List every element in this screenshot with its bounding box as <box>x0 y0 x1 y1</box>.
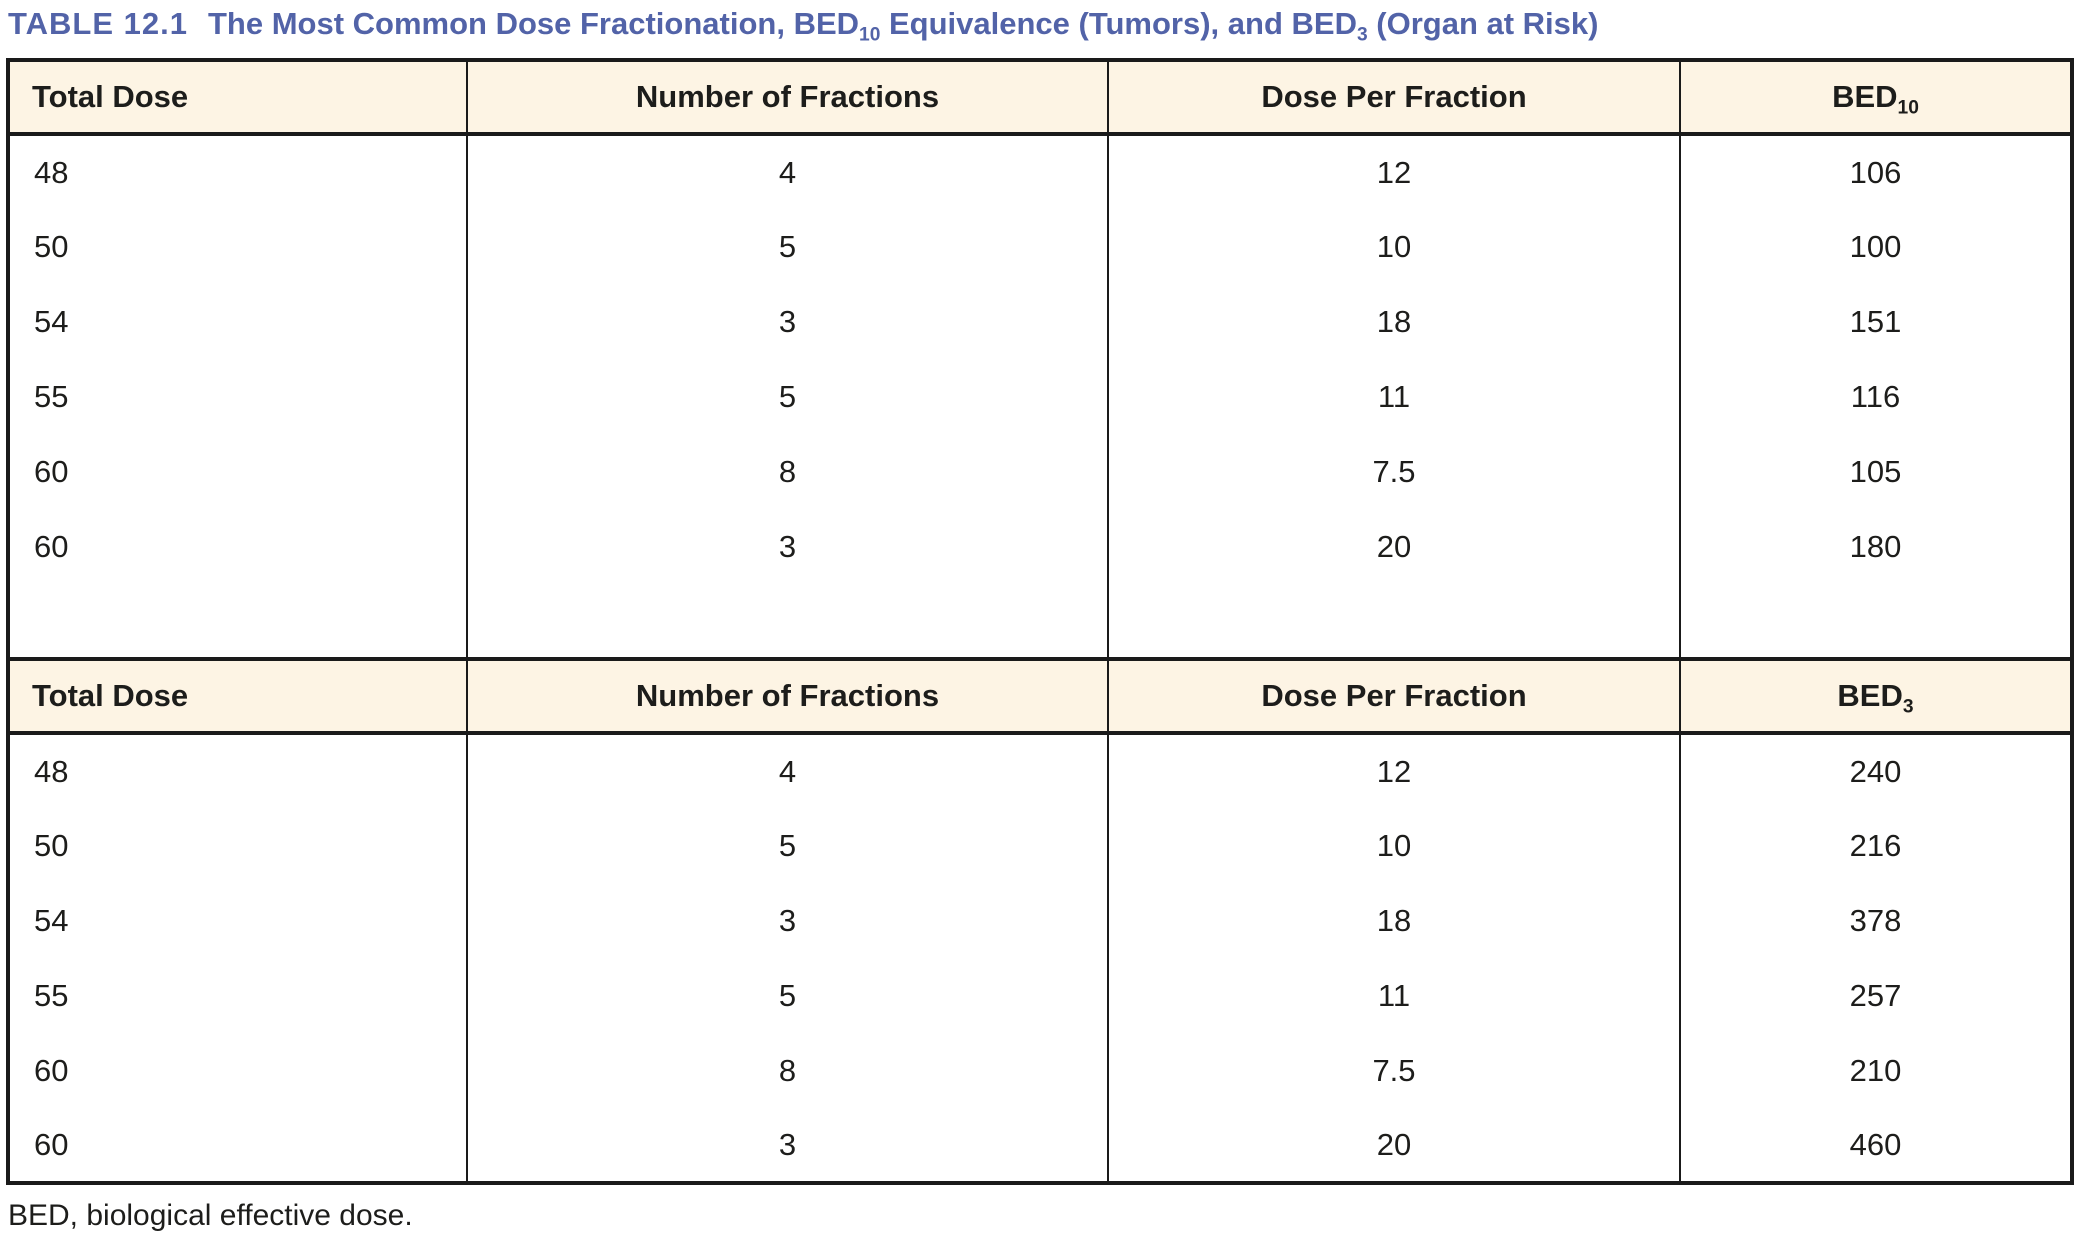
table-row: 60 8 7.5 210 <box>8 1033 2072 1108</box>
cell-total-dose: 60 <box>34 453 69 489</box>
cell-total-dose: 48 <box>34 753 69 789</box>
caption-text-1: The Most Common Dose Fractionation, BED <box>207 6 860 41</box>
caption-subscript-10: 10 <box>859 24 881 46</box>
spacer-cell <box>466 584 1108 659</box>
bed-label: BED <box>1832 79 1898 114</box>
table-row: 48 4 12 240 <box>8 733 2072 808</box>
spacer-row <box>8 584 2072 659</box>
cell-dose-per-fraction: 20 <box>1107 1108 1680 1183</box>
table-row: 60 3 20 460 <box>8 1108 2072 1183</box>
header-number-of-fractions: Number of Fractions <box>466 58 1108 136</box>
table-row: 60 8 7.5 105 <box>8 434 2072 509</box>
cell-bed10: 100 <box>1679 209 2072 284</box>
cell-dose-per-fraction: 20 <box>1107 509 1680 584</box>
cell-bed3: 240 <box>1679 733 2072 808</box>
cell-bed3: 460 <box>1679 1108 2072 1183</box>
cell-num-fractions: 3 <box>466 1108 1108 1183</box>
table-row: 50 5 10 216 <box>8 808 2072 883</box>
cell-dose-per-fraction: 12 <box>1107 733 1680 808</box>
cell-dose-per-fraction: 10 <box>1107 209 1680 284</box>
caption-subscript-3: 3 <box>1356 24 1368 46</box>
table-row: 48 4 12 106 <box>8 134 2072 209</box>
cell-total-dose: 54 <box>34 303 69 339</box>
cell-num-fractions: 8 <box>466 1033 1108 1108</box>
spacer-cell <box>8 584 467 659</box>
cell-dose-per-fraction: 7.5 <box>1107 434 1680 509</box>
cell-total-dose: 54 <box>34 902 69 938</box>
header-dose-per-fraction: Dose Per Fraction <box>1107 657 1680 735</box>
table-row: 60 3 20 180 <box>8 509 2072 584</box>
table-row: 54 3 18 378 <box>8 883 2072 958</box>
header-total-dose: Total Dose <box>8 58 467 136</box>
cell-bed10: 106 <box>1679 134 2072 209</box>
table-row: 55 5 11 257 <box>8 958 2072 1033</box>
cell-num-fractions: 4 <box>466 733 1108 808</box>
cell-dose-per-fraction: 7.5 <box>1107 1033 1680 1108</box>
cell-bed3: 257 <box>1679 958 2072 1033</box>
cell-num-fractions: 5 <box>466 808 1108 883</box>
cell-bed3: 210 <box>1679 1033 2072 1108</box>
bed3-header-row: Total Dose Number of Fractions Dose Per … <box>8 657 2072 735</box>
cell-dose-per-fraction: 18 <box>1107 883 1680 958</box>
cell-num-fractions: 4 <box>466 134 1108 209</box>
cell-total-dose: 60 <box>34 528 69 564</box>
cell-num-fractions: 5 <box>466 209 1108 284</box>
header-total-dose: Total Dose <box>8 657 467 735</box>
cell-bed10: 116 <box>1679 359 2072 434</box>
table-caption: The Most Common Dose Fractionation, BED1… <box>207 6 1599 45</box>
header-dose-per-fraction: Dose Per Fraction <box>1107 58 1680 136</box>
table-row: 50 5 10 100 <box>8 209 2072 284</box>
caption-text-3: (Organ at Risk) <box>1367 6 1599 41</box>
cell-total-dose: 60 <box>34 1052 69 1088</box>
cell-total-dose: 50 <box>34 827 69 863</box>
table-number: TABLE 12.1 <box>8 6 188 41</box>
cell-dose-per-fraction: 11 <box>1107 958 1680 1033</box>
cell-bed10: 105 <box>1679 434 2072 509</box>
cell-total-dose: 55 <box>34 378 69 414</box>
cell-bed10: 151 <box>1679 284 2072 359</box>
cell-dose-per-fraction: 18 <box>1107 284 1680 359</box>
bed-label: BED <box>1837 678 1903 713</box>
cell-num-fractions: 3 <box>466 883 1108 958</box>
header-bed10: BED10 <box>1679 58 2072 136</box>
cell-num-fractions: 3 <box>466 284 1108 359</box>
cell-bed10: 180 <box>1679 509 2072 584</box>
cell-total-dose: 50 <box>34 228 69 264</box>
cell-num-fractions: 5 <box>466 958 1108 1033</box>
cell-bed3: 378 <box>1679 883 2072 958</box>
table-row: 54 3 18 151 <box>8 284 2072 359</box>
bed-subscript: 3 <box>1902 696 1914 718</box>
spacer-cell <box>1107 584 1680 659</box>
cell-dose-per-fraction: 12 <box>1107 134 1680 209</box>
cell-total-dose: 60 <box>34 1126 69 1162</box>
spacer-cell <box>1679 584 2072 659</box>
table-title: TABLE 12.1 The Most Common Dose Fractiona… <box>8 2 2070 46</box>
cell-total-dose: 48 <box>34 154 69 190</box>
header-bed3: BED3 <box>1679 657 2072 735</box>
header-number-of-fractions: Number of Fractions <box>466 657 1108 735</box>
cell-dose-per-fraction: 11 <box>1107 359 1680 434</box>
dose-fractionation-table: Total Dose Number of Fractions Dose Per … <box>6 58 2074 1185</box>
bed10-header-row: Total Dose Number of Fractions Dose Per … <box>8 58 2072 136</box>
cell-bed3: 216 <box>1679 808 2072 883</box>
cell-num-fractions: 3 <box>466 509 1108 584</box>
cell-total-dose: 55 <box>34 977 69 1013</box>
cell-num-fractions: 5 <box>466 359 1108 434</box>
bed-subscript: 10 <box>1897 97 1919 119</box>
cell-num-fractions: 8 <box>466 434 1108 509</box>
table-footnote: BED, biological effective dose. <box>8 1199 413 1232</box>
cell-dose-per-fraction: 10 <box>1107 808 1680 883</box>
table-row: 55 5 11 116 <box>8 359 2072 434</box>
caption-text-2: Equivalence (Tumors), and BED <box>880 6 1357 41</box>
